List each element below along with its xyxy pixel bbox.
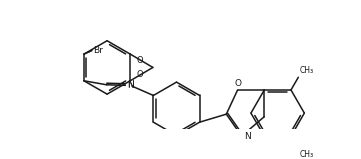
Text: Br: Br (93, 46, 103, 55)
Text: O: O (137, 56, 144, 65)
Text: O: O (137, 70, 144, 79)
Text: N: N (127, 80, 134, 89)
Text: N: N (244, 131, 251, 141)
Text: CH₃: CH₃ (300, 66, 314, 75)
Text: CH₃: CH₃ (300, 150, 314, 159)
Text: N: N (127, 81, 134, 90)
Text: O: O (234, 79, 241, 88)
